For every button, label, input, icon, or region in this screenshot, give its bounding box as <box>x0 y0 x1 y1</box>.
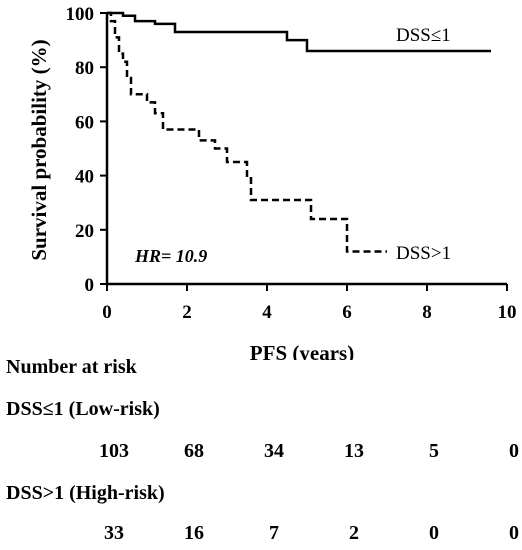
risk-row-high: 33 16 7 2 0 0 <box>0 522 522 546</box>
risk-count: 68 <box>184 440 204 462</box>
risk-count: 34 <box>264 440 284 462</box>
risk-count: 103 <box>99 440 129 462</box>
x-tick-label: 2 <box>182 302 192 323</box>
risk-count: 0 <box>429 522 439 544</box>
risk-count: 33 <box>104 522 124 544</box>
risk-table-title: Number at risk <box>6 356 137 378</box>
legend-label-dss-high: DSS>1 <box>396 243 451 264</box>
risk-count: 0 <box>509 440 519 462</box>
y-tick-label: 60 <box>75 112 94 133</box>
y-tick-label: 0 <box>85 275 95 296</box>
risk-group-label-high: DSS>1 (High-risk) <box>6 482 165 504</box>
x-tick-label: 6 <box>342 302 352 323</box>
hazard-ratio-annotation: HR= 10.9 <box>134 246 207 266</box>
x-tick-label: 0 <box>102 302 112 323</box>
risk-count: 5 <box>429 440 439 462</box>
x-axis-label: PFS (years) <box>250 341 354 360</box>
risk-count: 16 <box>184 522 204 544</box>
x-tick-label: 10 <box>498 302 517 323</box>
x-tick-label: 4 <box>262 302 272 323</box>
risk-count: 13 <box>344 440 364 462</box>
x-tick-label: 8 <box>422 302 432 323</box>
y-tick-label: 80 <box>75 58 94 79</box>
survival-curves <box>107 11 491 253</box>
y-tick-label: 20 <box>75 221 94 242</box>
risk-row-low: 103 68 34 13 5 0 <box>0 440 522 464</box>
km-curve-high-risk <box>107 11 387 253</box>
y-tick-label: 100 <box>66 4 95 25</box>
km-curve-low-risk <box>107 11 491 53</box>
risk-group-label-low: DSS≤1 (Low-risk) <box>6 398 160 420</box>
risk-count: 7 <box>269 522 279 544</box>
y-axis-label: Survival probability (%) <box>27 39 51 260</box>
y-tick-label: 40 <box>75 167 94 188</box>
risk-count: 2 <box>349 522 359 544</box>
risk-count: 0 <box>509 522 519 544</box>
legend-label-dss-low: DSS≤1 <box>396 25 451 46</box>
